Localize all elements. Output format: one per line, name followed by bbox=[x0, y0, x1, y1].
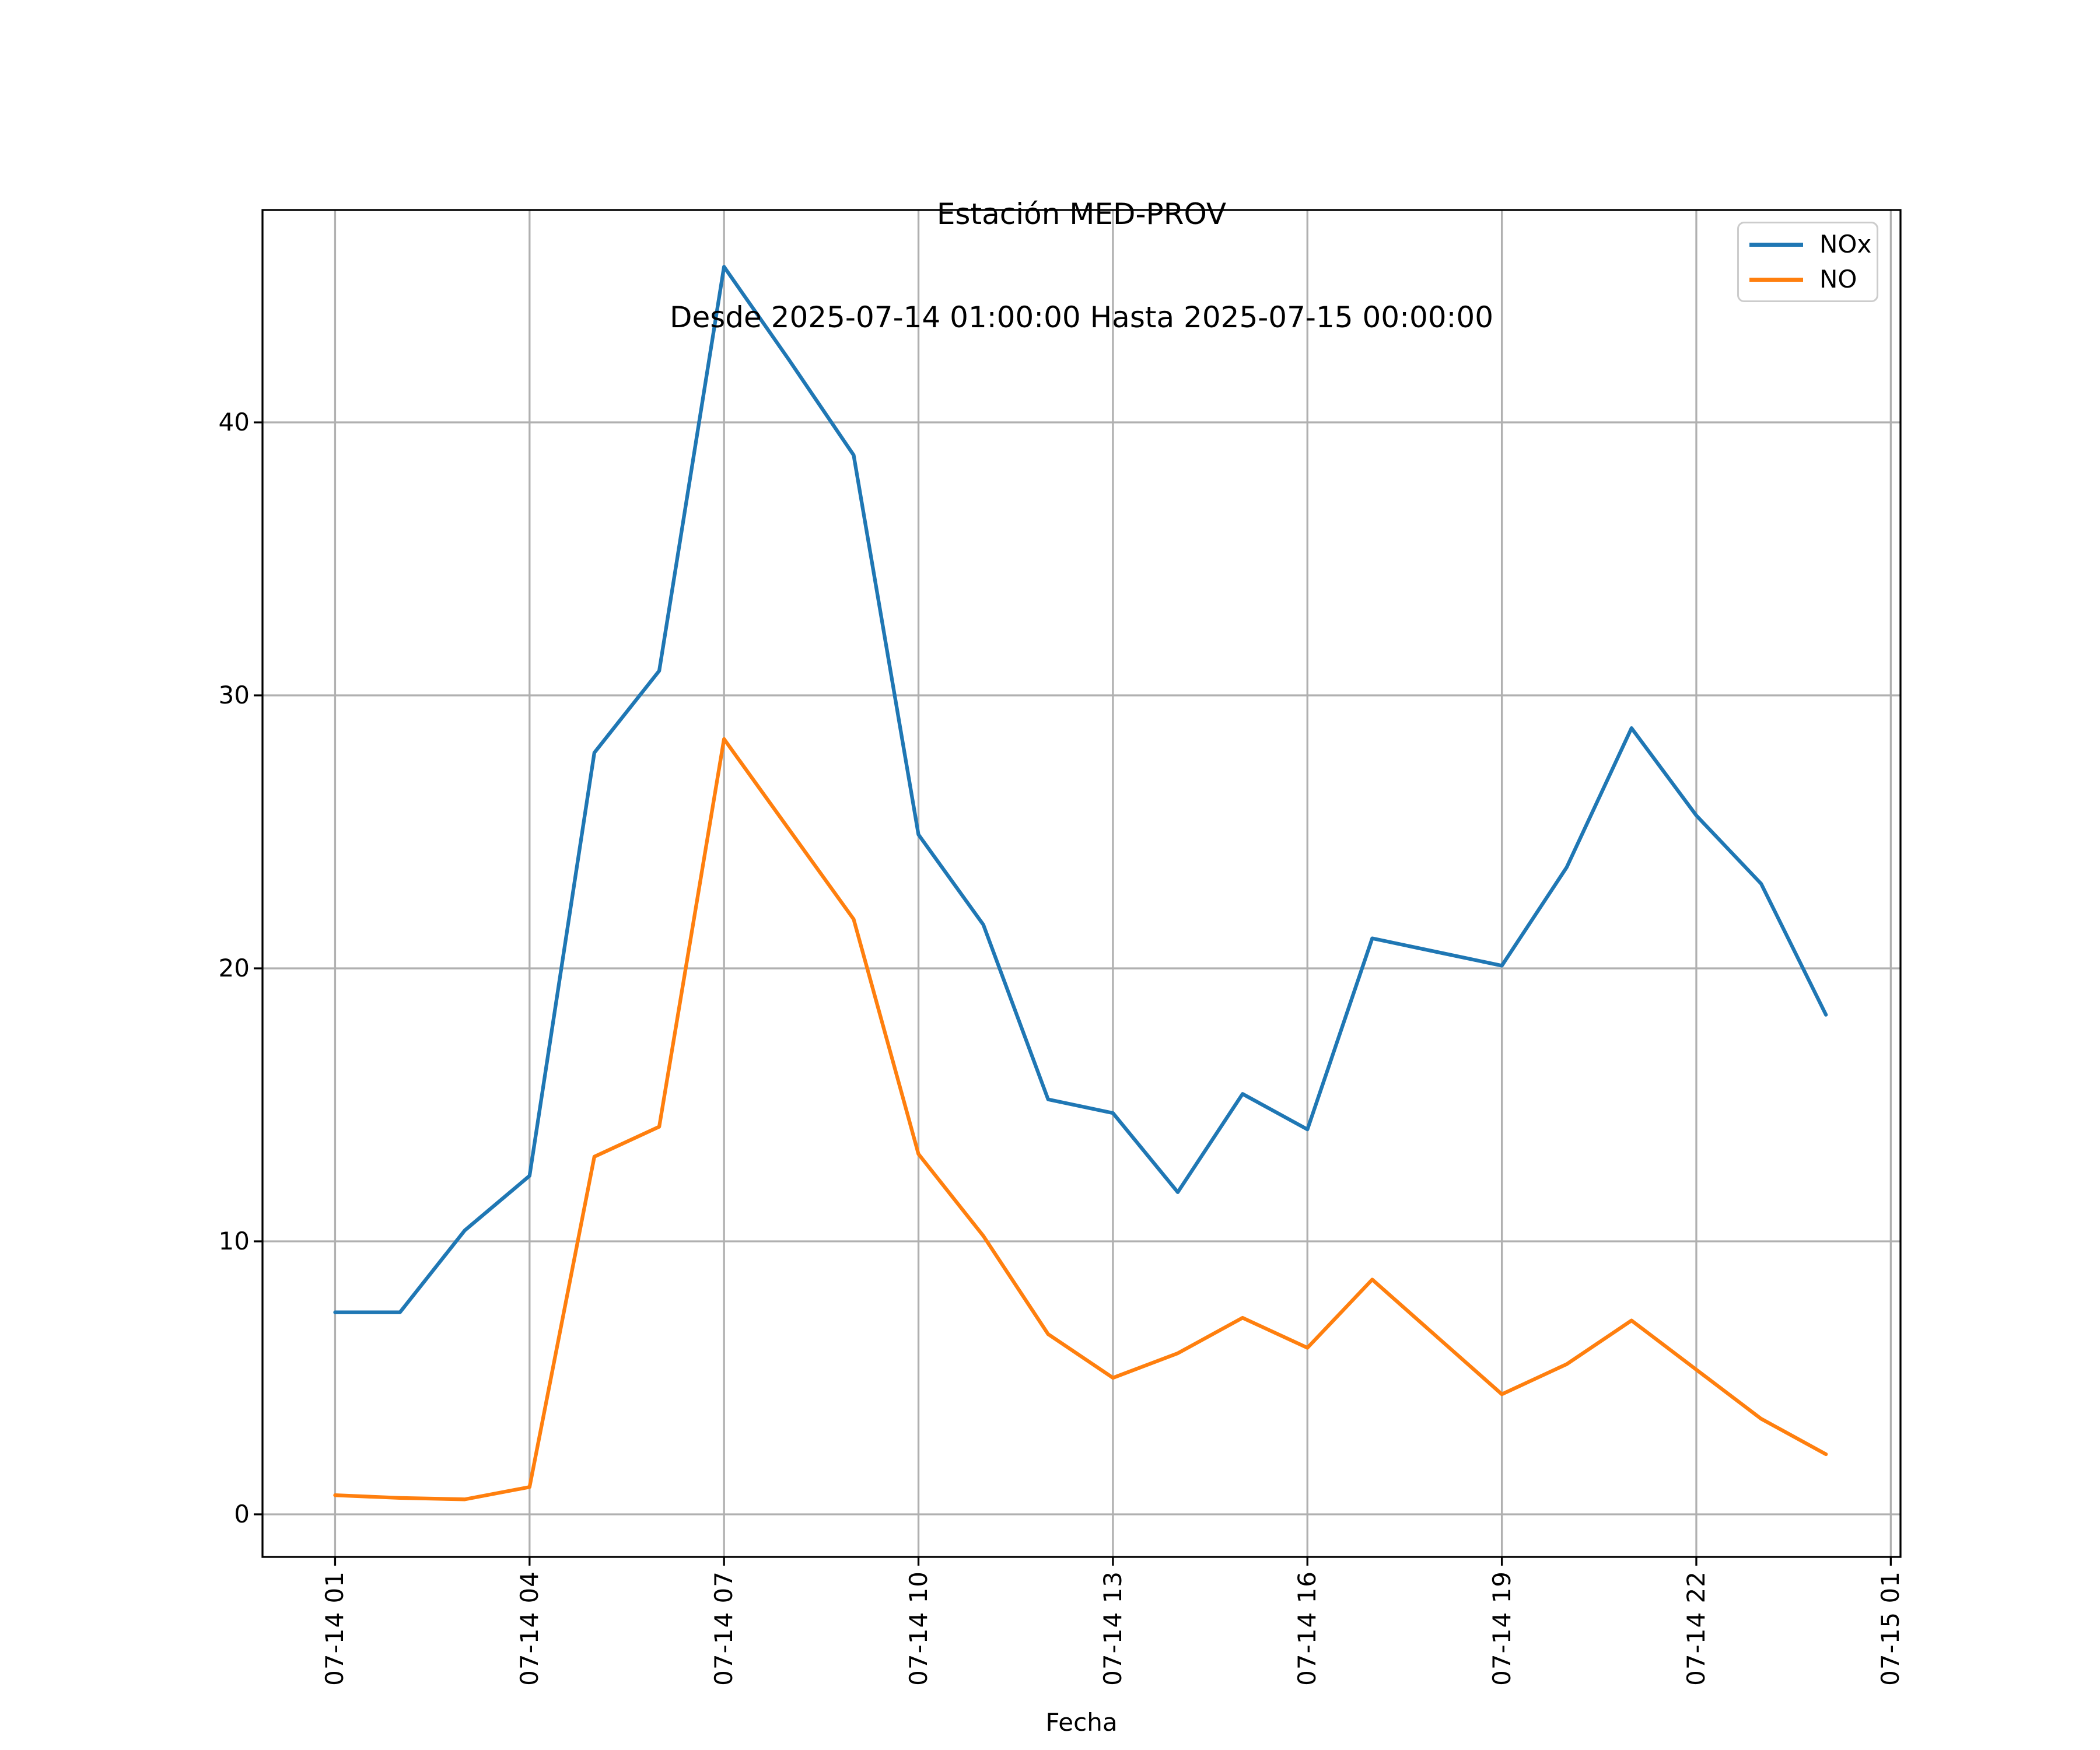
y-tick-label: 20 bbox=[218, 954, 250, 983]
y-tick-label: 40 bbox=[218, 408, 250, 437]
chart-title: Estación MED-PROV bbox=[936, 197, 1227, 231]
plot-border bbox=[261, 209, 1902, 1558]
y-tick-label: 10 bbox=[218, 1227, 250, 1256]
nox-legend-line-sample bbox=[1749, 242, 1803, 247]
no-line bbox=[333, 737, 1828, 1502]
x-tick-label: 07-14 07 bbox=[709, 1571, 738, 1686]
x-tick-label: 07-15 01 bbox=[1876, 1571, 1905, 1686]
nox-line bbox=[333, 265, 1828, 1314]
x-axis-label: Fecha bbox=[1045, 1708, 1118, 1737]
legend-entry-no: NO bbox=[1749, 262, 1866, 297]
legend-entry-nox: NOx bbox=[1749, 227, 1871, 262]
x-tick-label: 07-14 22 bbox=[1681, 1571, 1710, 1686]
no-legend-label: NO bbox=[1819, 265, 1857, 293]
x-tick-label: 07-14 16 bbox=[1293, 1571, 1322, 1686]
no-legend-line-sample bbox=[1749, 277, 1803, 282]
y-tick-label: 0 bbox=[234, 1499, 250, 1528]
nox-legend-label: NOx bbox=[1819, 230, 1872, 258]
x-tick-label: 07-14 10 bbox=[904, 1571, 933, 1686]
chart-subtitle: Desde 2025-07-14 01:00:00 Hasta 2025-07-… bbox=[669, 300, 1494, 334]
x-tick-label: 07-14 04 bbox=[514, 1571, 544, 1686]
x-tick-label: 07-14 01 bbox=[320, 1571, 349, 1686]
legend: NOx NO bbox=[1737, 222, 1878, 302]
x-tick-label: 07-14 19 bbox=[1487, 1571, 1516, 1686]
chart-title-block: Estación MED-PROV Desde 2025-07-14 01:00… bbox=[262, 128, 1901, 404]
y-tick-label: 30 bbox=[218, 681, 250, 710]
x-tick-label: 07-14 13 bbox=[1098, 1571, 1127, 1686]
